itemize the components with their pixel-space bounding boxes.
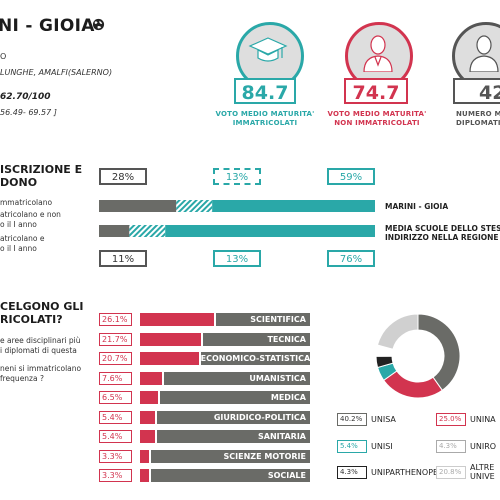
donut-slice	[383, 370, 443, 399]
fields-section-title: CELGONO GLI RICOLATI?	[0, 300, 84, 326]
field-name: SCIENZE MOTORIE	[223, 451, 306, 461]
person-icon	[469, 35, 499, 72]
enrollment-note-1: mmatricolano	[0, 198, 53, 207]
field-pct-box: 26.1%	[99, 313, 132, 326]
universities-donut	[375, 313, 461, 399]
field-name: TECNICA	[267, 334, 306, 344]
school-score: 62.70/100	[0, 92, 51, 102]
field-name-bar: ECONOMICO-STATISTICA	[200, 352, 311, 365]
legend-pct: 4.3%	[436, 440, 466, 453]
legend-university-name: UNISI	[371, 442, 393, 451]
field-name-bar: UMANISTICA	[163, 371, 310, 385]
legend-pct: 5.4%	[337, 440, 367, 453]
field-name-bar: GIURIDICO-POLITICA	[157, 410, 310, 424]
donut-slice	[417, 313, 461, 391]
kpi-immatricolati-label: VOTO MEDIO MATURITA' IMMATRICOLATI	[215, 110, 315, 127]
school-bar-segment-2	[176, 200, 213, 212]
legend-university-name: UNINA	[470, 415, 496, 424]
legend-university-name: UNIRO	[470, 442, 497, 451]
average-bar-label: MEDIA SCUOLE DELLO STES INDIRIZZO NELLA R…	[385, 224, 500, 242]
kpi-non-immatricolati-label: VOTO MEDIO MATURITA' NON IMMATRICOLATI	[327, 110, 427, 127]
field-value-bar	[140, 371, 162, 385]
field-value-bar	[140, 332, 202, 346]
kpi-numero-value: 42	[453, 78, 500, 104]
field-pct-box: 5.4%	[99, 430, 132, 443]
field-pct-box: 5.4%	[99, 410, 132, 424]
field-pct-box: 6.5%	[99, 391, 132, 404]
field-pct-box: 3.3%	[99, 469, 132, 482]
school-stacked-bar	[99, 200, 375, 212]
field-value-bar	[140, 352, 199, 365]
school-title: NI - GIOIA	[0, 16, 95, 36]
average-bar-segment-2	[129, 225, 166, 237]
field-pct-box: 3.3%	[99, 449, 132, 463]
field-name-bar: SCIENZE MOTORIE	[151, 449, 310, 463]
field-name: SANITARIA	[258, 432, 306, 441]
field-pct-box: 20.7%	[99, 352, 132, 365]
field-name: ECONOMICO-STATISTICA	[200, 354, 311, 363]
field-value-bar	[140, 410, 156, 424]
average-pct-abbandono: 13%	[213, 250, 261, 267]
field-value-bar	[140, 313, 214, 326]
field-name: UMANISTICA	[249, 373, 306, 383]
enrollment-note-2: atricolano e non o il I anno	[0, 210, 61, 229]
legend-university-name: UNIPARTHENOPE	[371, 468, 439, 477]
average-stacked-bar	[99, 225, 375, 237]
school-bar-segment-1	[99, 200, 177, 212]
fields-note-2: neni si immatricolano frequenza ?	[0, 364, 82, 383]
school-pct-continuano: 59%	[327, 168, 375, 185]
average-pct-immatricolano: 11%	[99, 250, 147, 267]
legend-university-name: UNISA	[371, 415, 396, 424]
school-bar-segment-3	[212, 200, 375, 212]
field-value-bar	[140, 469, 150, 482]
person-icon	[363, 35, 393, 72]
fields-note: e aree disciplinari più i diplomati di qu…	[0, 336, 81, 355]
field-name: SCIENTIFICA	[250, 315, 306, 324]
field-value-bar	[140, 391, 159, 404]
field-value-bar	[140, 430, 156, 443]
field-name-bar: MEDICA	[160, 391, 310, 404]
school-location: LUNGHE, AMALFI(SALERNO)	[0, 68, 113, 77]
score-range: 56.49- 69.57 ]	[0, 108, 57, 117]
field-name-bar: SANITARIA	[157, 430, 310, 443]
field-name-bar: SOCIALE	[151, 469, 310, 482]
school-bar-label: MARINI - GIOIA	[385, 202, 449, 211]
school-pct-immatricolano: 28%	[99, 168, 147, 185]
field-name-bar: SCIENTIFICA	[215, 313, 310, 326]
kpi-immatricolati-value: 84.7	[234, 78, 296, 104]
average-pct-continuano: 76%	[327, 250, 375, 267]
average-bar-segment-3	[165, 225, 375, 237]
field-name: SOCIALE	[267, 471, 306, 480]
header-line: O	[0, 52, 7, 61]
field-value-bar	[140, 449, 150, 463]
globe-icon[interactable]	[92, 18, 105, 31]
field-name-bar: TECNICA	[203, 332, 310, 346]
legend-pct: 25.0%	[436, 413, 466, 426]
field-pct-box: 7.6%	[99, 371, 132, 385]
field-name: GIURIDICO-POLITICA	[213, 412, 306, 422]
school-pct-abbandono: 13%	[213, 168, 261, 185]
legend-university-name: ALTRE UNIVE	[470, 463, 495, 481]
enrollment-section-title: ISCRIZIONE E DONO	[0, 163, 83, 189]
kpi-non-immatricolati-value: 74.7	[344, 78, 408, 104]
field-name: MEDICA	[270, 393, 306, 402]
legend-pct: 40.2%	[337, 413, 367, 426]
legend-pct: 4.3%	[337, 466, 367, 479]
donut-slice	[376, 313, 419, 350]
graduation-cap-icon	[248, 37, 288, 62]
legend-pct: 20.8%	[436, 466, 466, 479]
field-pct-box: 21.7%	[99, 332, 132, 346]
average-bar-segment-1	[99, 225, 130, 237]
